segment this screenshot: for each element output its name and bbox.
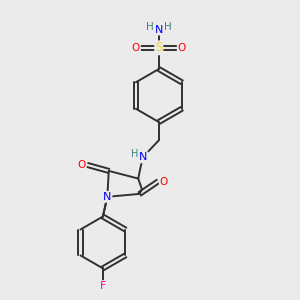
Text: S: S	[155, 41, 163, 54]
Text: O: O	[160, 176, 168, 187]
Text: N: N	[154, 25, 163, 34]
Text: O: O	[178, 43, 186, 53]
Text: F: F	[100, 281, 106, 291]
Text: N: N	[139, 152, 148, 162]
Text: N: N	[103, 192, 112, 202]
Text: O: O	[78, 160, 86, 170]
Text: H: H	[164, 22, 172, 32]
Text: H: H	[131, 149, 138, 159]
Text: H: H	[146, 22, 154, 32]
Text: O: O	[132, 43, 140, 53]
